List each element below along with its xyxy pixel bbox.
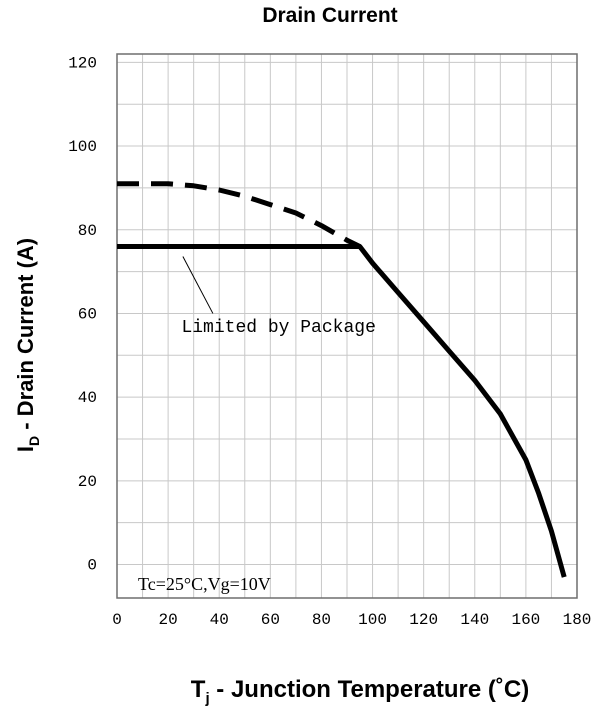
x-tick-label: 180 bbox=[563, 611, 592, 629]
y-tick-label: 120 bbox=[68, 54, 97, 72]
annotation-conditions: Tc=25°C,Vg=10V bbox=[138, 574, 271, 594]
annotation-pointer bbox=[182, 256, 214, 314]
annotation-layer: Limited by Package Tc=25°C,Vg=10V bbox=[138, 256, 376, 594]
x-tick-label: 140 bbox=[460, 611, 489, 629]
x-tick-label: 60 bbox=[261, 611, 280, 629]
y-tick-label: 20 bbox=[78, 473, 97, 491]
chart-title: Drain Current bbox=[262, 4, 397, 27]
x-axis-label-rest: - Junction Temperature (˚C) bbox=[210, 676, 530, 703]
y-tick-label: 0 bbox=[87, 557, 97, 575]
x-tick-label: 0 bbox=[112, 611, 122, 629]
y-tick-label: 80 bbox=[78, 222, 97, 240]
y-axis-label-sub: D bbox=[26, 436, 42, 446]
x-axis-label-sub: j bbox=[204, 690, 209, 707]
y-axis-label: ID - Drain Current (A) bbox=[13, 238, 42, 452]
series-line-dashed bbox=[117, 181, 361, 249]
x-tick-label: 20 bbox=[159, 611, 178, 629]
x-axis-label: Tj - Junction Temperature (˚C) bbox=[191, 676, 529, 707]
y-tick-label: 100 bbox=[68, 138, 97, 156]
y-tick-label: 40 bbox=[78, 389, 97, 407]
y-axis-label-rest: - Drain Current (A) bbox=[13, 238, 38, 436]
annotation-limited-by-package: Limited by Package bbox=[181, 318, 375, 338]
x-tick-label: 80 bbox=[312, 611, 331, 629]
x-tick-label: 100 bbox=[358, 611, 387, 629]
x-tick-label: 120 bbox=[409, 611, 438, 629]
chart-grid bbox=[117, 54, 577, 598]
plot-frame bbox=[116, 53, 578, 599]
y-tick-label: 60 bbox=[78, 305, 97, 323]
series-layer bbox=[117, 181, 567, 578]
series-line-solid bbox=[117, 244, 567, 578]
y-axis-label-main: I bbox=[13, 446, 38, 452]
x-tick-label: 40 bbox=[210, 611, 229, 629]
tick-labels: 0 20 40 60 80 100 120 140 160 180 0 20 40 60 80 100 120 bbox=[68, 54, 591, 629]
x-tick-label: 160 bbox=[511, 611, 540, 629]
x-axis-label-main: T bbox=[191, 676, 206, 703]
